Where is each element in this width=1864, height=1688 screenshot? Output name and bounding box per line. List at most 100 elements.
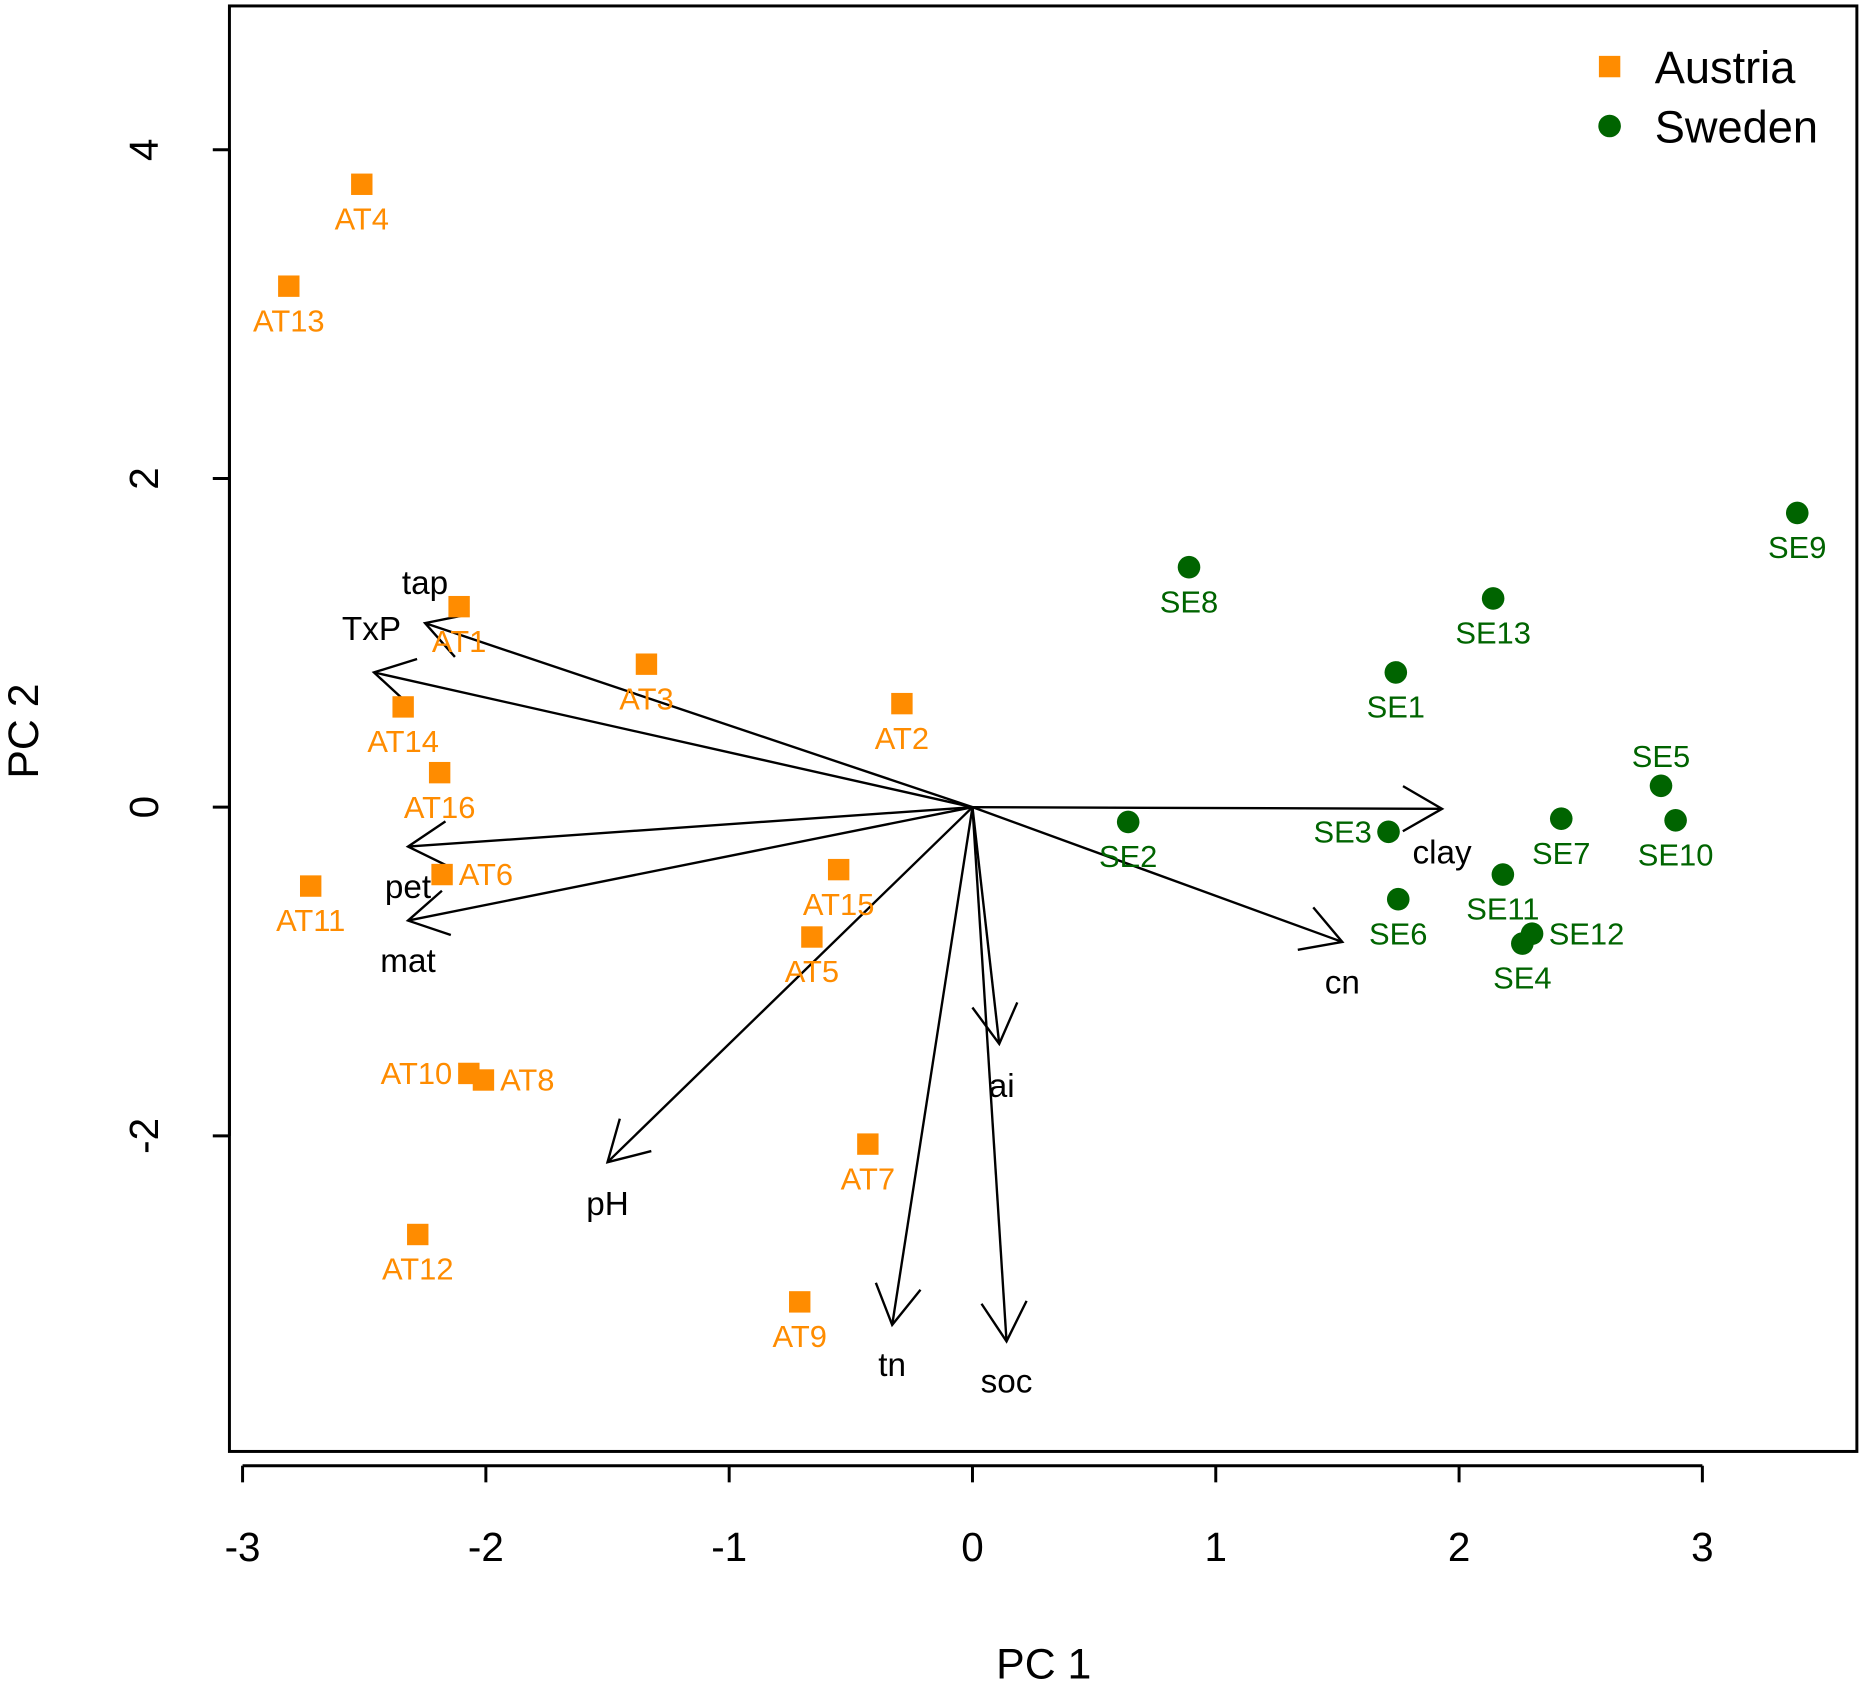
legend-marker-austria [1598,55,1621,78]
loading-arrow-tap: tap [402,565,973,809]
point-label: SE2 [1099,839,1157,874]
y-tick-label: 0 [121,796,167,818]
point-label: AT5 [785,954,839,989]
point-marker-circle [1649,774,1673,798]
x-tick-label: 2 [1448,1524,1470,1570]
point-marker-circle [1481,587,1505,610]
point-label: SE7 [1532,836,1590,871]
loading-label: ai [989,1068,1015,1105]
point-marker-square [801,926,823,948]
y-tick-label: 2 [121,467,167,489]
loading-label: mat [380,943,435,980]
arrow-shaft [891,806,974,1326]
point-label: SE10 [1638,837,1714,872]
legend: Austria Sweden [1598,42,1818,153]
point-marker-square [448,595,470,618]
point-marker-square [407,1223,429,1246]
sample-points: AT1 AT2 AT3 AT4 AT5 AT6 AT7 AT8 AT9 AT10 AT11 AT12 A… [253,173,1826,1354]
point-label: SE1 [1367,690,1425,725]
arrow-head [605,1118,652,1164]
arrow-head [874,1282,922,1328]
legend-marker-sweden [1598,114,1621,138]
point-marker-square [789,1291,811,1313]
point-se6: SE6 [1369,887,1427,951]
point-label: AT6 [459,857,513,892]
loading-arrow-soc: soc [971,807,1032,1401]
loading-label: pH [586,1186,629,1223]
point-marker-circle [1549,807,1573,830]
point-se11: SE11 [1466,863,1540,927]
loading-arrow-ai: ai [971,807,1019,1105]
point-marker-square [428,761,451,784]
point-at12: AT12 [382,1223,454,1287]
point-at4: AT4 [335,173,389,236]
legend-label-sweden: Sweden [1655,102,1818,153]
arrow-head [1297,906,1345,951]
loading-arrow-txp: TxP [342,611,973,809]
point-label: SE13 [1455,616,1531,651]
x-tick-label: 0 [961,1524,983,1570]
arrow-head [405,820,450,868]
point-marker-square [299,875,322,897]
point-se8: SE8 [1160,555,1218,619]
point-marker-square [278,275,300,297]
point-marker-square [857,1133,879,1155]
arrow-head [971,1001,1019,1047]
y-tick-label: -2 [121,1118,167,1154]
arrow-shaft [424,621,973,809]
legend-label-austria: Austria [1655,42,1796,93]
x-tick-label: 1 [1205,1524,1227,1570]
point-marker-square [635,653,658,675]
loading-label: tap [402,565,448,602]
point-label: AT8 [500,1063,554,1098]
arrow-head [980,1300,1028,1344]
point-se4: SE4 [1493,932,1552,996]
point-se7: SE7 [1532,807,1590,871]
loading-label: pet [385,869,431,906]
point-marker-square [431,863,453,886]
arrow-shaft [971,807,1001,1044]
point-marker-circle [1664,809,1687,832]
y-axis: -2 0 2 4 [121,139,231,1154]
point-marker-circle [1491,863,1515,886]
x-tick-label: -2 [468,1524,504,1570]
point-at8: AT8 [472,1063,554,1098]
point-label: AT4 [335,201,389,236]
point-marker-square [392,696,414,718]
point-at6: AT6 [431,857,513,892]
point-marker-circle [1520,922,1544,946]
point-label: SE11 [1466,892,1539,927]
point-se13: SE13 [1455,587,1531,651]
arrow-shaft [972,806,1343,944]
loading-arrow-pet: pet [385,805,973,906]
point-label: SE12 [1549,916,1625,951]
point-at11: AT11 [276,875,345,938]
point-at15: AT15 [803,858,874,922]
point-se10: SE10 [1638,809,1714,872]
point-at16: AT16 [404,761,475,825]
point-marker-circle [1785,501,1809,525]
point-label: SE3 [1313,815,1371,850]
loading-arrow-tn: tn [874,806,974,1384]
point-at7: AT7 [841,1133,895,1196]
point-at3: AT3 [619,653,674,716]
point-marker-circle [1384,661,1408,684]
arrow-shaft [407,806,973,922]
loading-arrow-clay: clay [972,785,1472,871]
point-label: AT13 [253,303,325,338]
point-label: SE8 [1160,584,1218,619]
point-label: SE4 [1493,961,1551,996]
point-se5: SE5 [1632,739,1690,798]
arrow-head [405,889,452,937]
point-marker-square [891,692,913,715]
point-label: SE5 [1632,739,1690,774]
point-at14: AT14 [367,696,439,759]
loading-arrow-ph: pH [586,806,974,1223]
x-tick-label: 3 [1691,1524,1713,1570]
point-marker-square [351,173,373,195]
point-label: AT3 [619,681,673,716]
point-label: AT2 [875,721,929,756]
arrow-shaft [373,671,973,809]
